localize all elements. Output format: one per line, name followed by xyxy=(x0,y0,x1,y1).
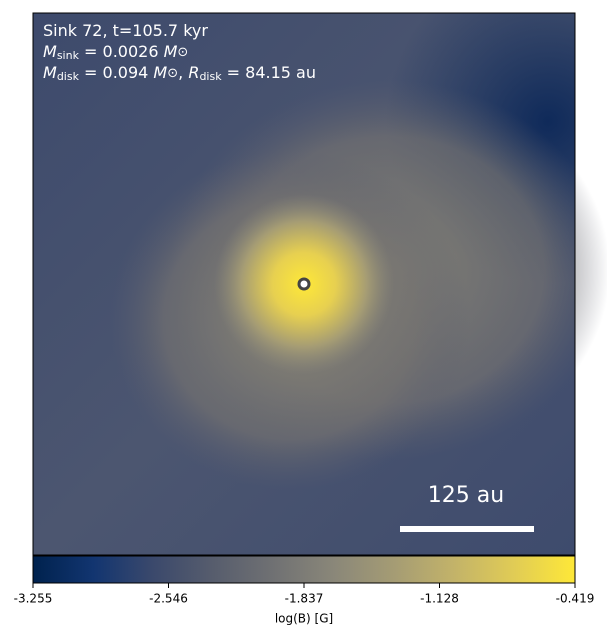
colorbar-tick-label: -2.546 xyxy=(149,592,188,606)
map xyxy=(32,12,607,556)
annotation-line: Msink = 0.0026 M⊙ xyxy=(43,42,188,63)
annotation-line: Mdisk = 0.094 M⊙, Rdisk = 84.15 au xyxy=(43,63,316,84)
annotation-text: R xyxy=(188,63,199,82)
annotation-text: M xyxy=(43,42,57,61)
annotation-line: Sink 72, t=105.7 kyr xyxy=(43,21,208,40)
annotation-text: = 0.0026 xyxy=(79,42,164,61)
annotation-text: Sink 72, t=105.7 kyr xyxy=(43,21,208,40)
annotation-text: ⊙ xyxy=(177,45,188,60)
annotation-text: M xyxy=(164,42,178,61)
annotation-text: M xyxy=(153,63,167,82)
annotation-text: disk xyxy=(199,70,222,83)
annotation-text: sink xyxy=(57,49,80,62)
annotation-text: , xyxy=(178,63,188,82)
annotation-text: = 84.15 au xyxy=(222,63,316,82)
sink-marker xyxy=(297,277,311,291)
annotation-text: disk xyxy=(57,70,80,83)
annotation-text: M xyxy=(43,63,57,82)
colorbar-tick-label: -0.419 xyxy=(556,592,595,606)
colorbar-label: log(B) [G] xyxy=(275,612,333,626)
annotation-text: = 0.094 xyxy=(79,63,153,82)
colorbar-tick-label: -1.837 xyxy=(285,592,324,606)
annotation-text: ⊙ xyxy=(167,66,178,81)
colorbar-tick-label: -3.255 xyxy=(14,592,53,606)
colorbar-tick-label: -1.128 xyxy=(420,592,459,606)
colorbar xyxy=(32,555,576,584)
scale-bar-label: 125 au xyxy=(428,483,504,508)
